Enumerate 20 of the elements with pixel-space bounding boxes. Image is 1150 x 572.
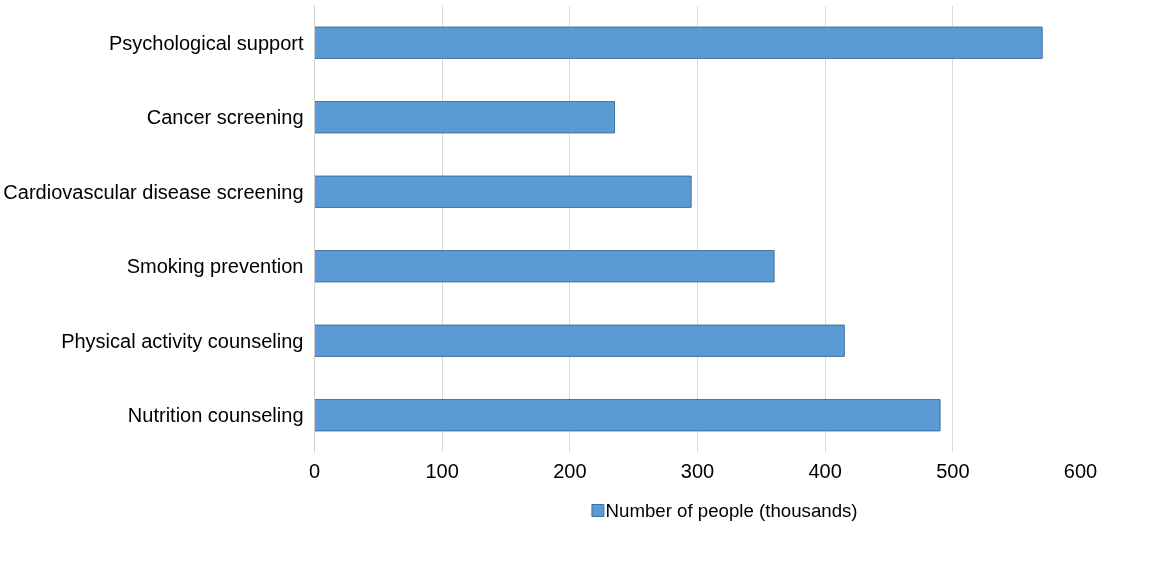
y-tick-label: Smoking prevention [126, 255, 304, 278]
x-tick-label: 100 [425, 459, 459, 482]
y-tick-label: Nutrition counseling [127, 404, 304, 427]
y-tick-label: Cardiovascular disease screening [3, 180, 304, 203]
x-tick-label: 400 [808, 459, 842, 482]
x-tick-label: 200 [553, 459, 587, 482]
bar [314, 324, 845, 357]
bar [314, 250, 775, 283]
y-tick-label: Cancer screening [146, 106, 304, 129]
y-tick-label: Psychological support [108, 31, 304, 54]
x-tick-label: 0 [308, 459, 321, 482]
x-tick-label: 500 [936, 459, 970, 482]
bar [314, 101, 616, 134]
bar [314, 26, 1043, 59]
legend-label: Number of people (thousands) [605, 500, 858, 521]
bar [314, 175, 692, 208]
bar [314, 399, 941, 432]
x-tick-label: 600 [1063, 459, 1098, 482]
y-tick-label: Physical activity counseling [61, 329, 304, 352]
x-tick-label: 300 [680, 459, 715, 482]
